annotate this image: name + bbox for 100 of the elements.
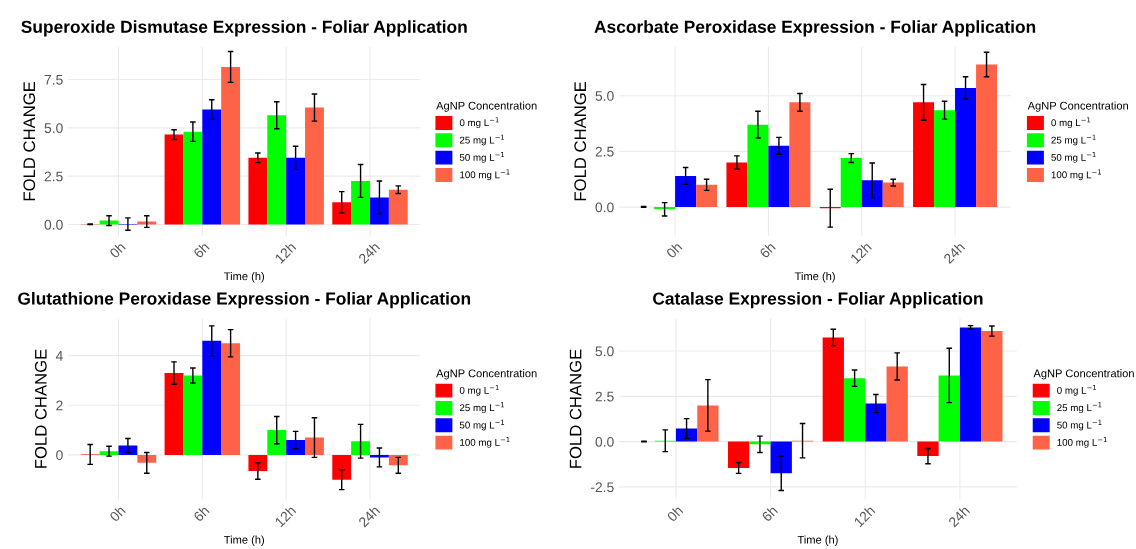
y-tick-label: 4 — [55, 351, 63, 361]
legend-label: 0 mg L$^{−1}$ — [459, 385, 499, 396]
x-tick-label: 12h — [274, 241, 297, 264]
x-tick-label: 6h — [761, 505, 779, 523]
x-tick-label: 12h — [274, 505, 297, 528]
bar — [726, 162, 748, 208]
chart-title: Catalase Expression - Foliar Application — [653, 291, 983, 309]
legend-label: 50 mg L$^{−1}$ — [459, 152, 505, 163]
bar — [286, 440, 306, 455]
legend-label: 25 mg L$^{−1}$ — [459, 134, 505, 146]
bar — [934, 110, 956, 208]
x-tick-label: 0h — [108, 241, 126, 259]
bar — [917, 441, 939, 457]
x-tick-label: 24h — [942, 241, 966, 264]
x-tick-label: 0h — [666, 505, 684, 523]
y-axis-title: FOLD CHANGE — [34, 349, 47, 468]
legend-label: 50 mg L$^{−1}$ — [1057, 419, 1102, 431]
legend-label: 0 mg L$^{−1}$ — [459, 117, 499, 129]
bar — [332, 454, 352, 480]
chart-title: Glutathione Peroxidase Expression - Foliar Application — [18, 291, 471, 309]
bar — [202, 340, 222, 455]
y-tick-label: 2.5 — [44, 171, 63, 182]
bar — [696, 184, 718, 208]
legend-title: AgNP Concentration — [436, 369, 537, 380]
bar — [697, 405, 719, 442]
y-tick-label: 5.0 — [595, 346, 614, 357]
bar — [981, 331, 1003, 442]
bar — [976, 64, 998, 208]
y-tick-label: 5.0 — [44, 123, 63, 134]
legend-label: 25 mg L$^{−1}$ — [1051, 134, 1096, 146]
bar — [248, 157, 268, 225]
bar — [727, 441, 750, 468]
legend-label: 100 mg L$^{−1}$ — [1051, 169, 1101, 181]
bar — [959, 327, 982, 442]
bar — [768, 145, 790, 208]
x-tick-label: 0h — [108, 505, 126, 523]
bar — [248, 454, 268, 472]
x-axis-title: Time (h) — [224, 272, 265, 283]
legend-title: AgNP Concentration — [1027, 101, 1128, 112]
legend-label: 25 mg L$^{−1}$ — [1057, 402, 1102, 414]
y-axis-title: FOLD CHANGE — [574, 81, 587, 201]
bar — [202, 109, 222, 225]
bar — [305, 437, 324, 455]
bar — [388, 189, 408, 225]
bar — [913, 102, 935, 208]
bar — [305, 107, 324, 225]
x-tick-label: 6h — [758, 241, 776, 259]
legend-label: 100 mg L$^{−1}$ — [1057, 437, 1107, 448]
y-tick-label: 2 — [56, 400, 63, 411]
legend-title: AgNP Concentration — [1033, 369, 1134, 380]
x-tick-label: 6h — [192, 241, 210, 259]
bar — [351, 180, 371, 225]
bar — [770, 441, 792, 474]
y-tick-label: 2.5 — [595, 146, 614, 157]
x-axis-title: Time (h) — [797, 535, 838, 546]
bar — [164, 373, 184, 455]
y-tick-label: 5.0 — [595, 91, 614, 101]
chart-title: Ascorbate Peroxidase Expression - Foliar Application — [594, 20, 1036, 37]
legend-label: 100 mg L$^{−1}$ — [460, 169, 510, 181]
x-tick-label: 12h — [849, 241, 872, 264]
y-tick-label: -2.5 — [590, 482, 614, 493]
bar — [955, 87, 977, 208]
legend-label: 50 mg L$^{−1}$ — [1051, 152, 1096, 163]
legend-label: 0 mg L$^{−1}$ — [1051, 117, 1091, 129]
y-tick-label: 0.0 — [595, 436, 614, 447]
legend-label: 0 mg L$^{−1}$ — [1057, 385, 1096, 396]
y-tick-label: 0 — [56, 450, 63, 461]
y-axis-title: FOLD CHANGE — [569, 349, 582, 468]
x-tick-label: 0h — [665, 241, 683, 259]
bar — [351, 441, 371, 455]
x-tick-label: 24h — [357, 241, 381, 264]
bar — [183, 131, 203, 225]
legend-title: AgNP Concentration — [436, 101, 537, 112]
x-axis-title: Time (h) — [224, 535, 265, 546]
bar — [675, 175, 697, 208]
bar — [840, 158, 862, 208]
x-tick-label: 24h — [947, 505, 971, 528]
y-tick-label: 7.5 — [44, 75, 63, 85]
legend-label: 25 mg L$^{−1}$ — [459, 402, 505, 414]
bar — [221, 343, 241, 455]
bar — [789, 102, 811, 208]
x-tick-label: 6h — [192, 505, 210, 523]
x-tick-label: 24h — [357, 505, 381, 528]
bar — [822, 337, 844, 442]
bar — [267, 430, 287, 455]
bar — [388, 454, 408, 466]
bar — [843, 378, 866, 442]
bar — [183, 375, 203, 455]
bar — [865, 403, 887, 442]
legend-label: 50 mg L$^{−1}$ — [459, 419, 505, 431]
chart-title: Superoxide Dismutase Expression - Foliar Application — [21, 20, 467, 37]
x-tick-label: 12h — [853, 505, 876, 528]
y-axis-title: FOLD CHANGE — [23, 81, 36, 201]
bar — [332, 202, 352, 225]
legend-label: 100 mg L$^{−1}$ — [460, 437, 510, 448]
bar — [267, 115, 287, 225]
bar — [137, 454, 157, 463]
y-tick-label: 0.0 — [595, 202, 614, 213]
bar — [675, 428, 698, 442]
bar — [886, 366, 908, 442]
